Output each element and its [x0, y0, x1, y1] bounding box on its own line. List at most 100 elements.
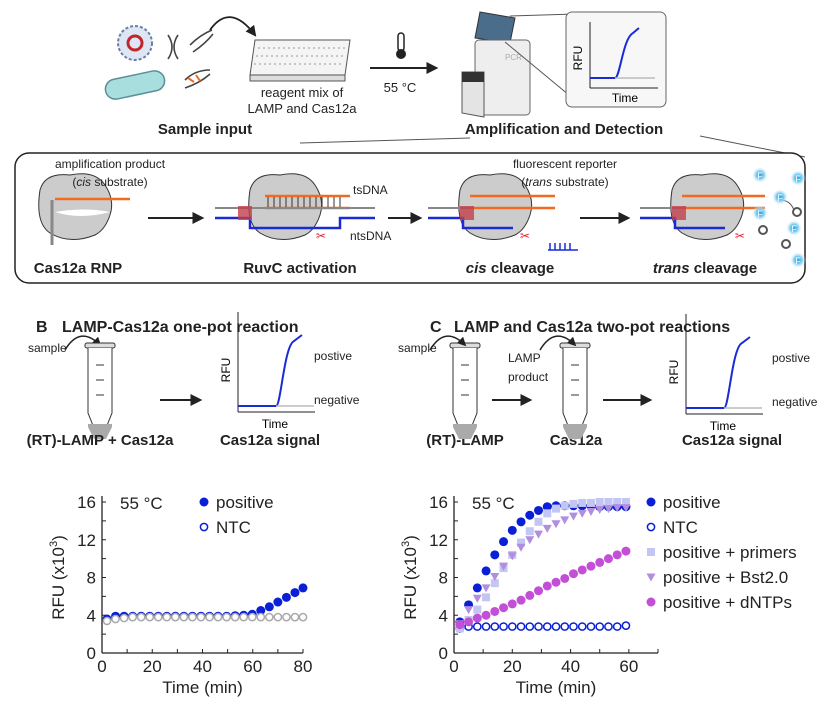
legend-label: positive + primers — [663, 543, 797, 562]
rfu-axis-label: RFU — [667, 360, 681, 385]
y-axis-label: RFU (x103) — [48, 535, 68, 620]
data-point — [595, 557, 605, 567]
data-point — [621, 621, 631, 630]
thermometer-icon — [396, 32, 406, 59]
data-point — [551, 622, 561, 631]
svg-text:Time: Time — [262, 417, 289, 431]
cis-substrate-text: (cis substrate) — [72, 175, 147, 189]
data-point — [542, 581, 552, 591]
data-point — [472, 594, 482, 603]
data-point — [256, 612, 266, 622]
x-tick-label: 0 — [97, 657, 106, 676]
tube-icon — [84, 342, 116, 439]
svg-text:F: F — [791, 224, 797, 234]
x-tick-label: 20 — [503, 657, 522, 676]
reagent-text-1: reagent mix of — [261, 85, 344, 100]
data-point — [507, 599, 517, 609]
data-point — [621, 498, 630, 506]
data-point — [586, 507, 596, 516]
panel-c-title: LAMP and Cas12a two-pot reactions — [454, 319, 730, 336]
data-point — [612, 550, 622, 560]
data-point — [560, 573, 570, 583]
svg-text:F: F — [757, 209, 763, 219]
series-positive-dntps — [455, 546, 631, 630]
x-tick-label: 60 — [243, 657, 262, 676]
chart-b: 0 20 40 60 80 0 4 8 12 16 Time (min) RFU (x103) 55 °… — [48, 493, 312, 697]
bacteria-icon — [104, 70, 166, 100]
data-point — [499, 537, 509, 547]
data-point — [473, 605, 482, 614]
data-point — [256, 606, 266, 616]
data-point — [586, 561, 596, 571]
data-point — [464, 606, 474, 615]
trans-substrate-text: (trans substrate) — [521, 175, 608, 189]
data-point — [525, 536, 535, 545]
data-point — [290, 612, 300, 622]
data-point — [273, 612, 283, 622]
data-point — [551, 577, 561, 587]
svg-text:F: F — [777, 193, 783, 203]
x-axis-label: Time (min) — [516, 678, 597, 697]
y-tick-label: 8 — [87, 569, 96, 588]
data-point — [516, 517, 526, 527]
data-point — [102, 616, 112, 626]
data-point — [119, 613, 129, 623]
well-plate-icon — [249, 39, 351, 82]
data-point — [516, 543, 526, 552]
cas12a-rnp — [38, 173, 130, 245]
data-point — [612, 504, 622, 513]
pcr-instrument-icon: PCR — [461, 11, 531, 118]
data-point — [481, 566, 491, 576]
data-point — [516, 595, 526, 605]
data-point — [490, 573, 500, 582]
data-point — [525, 622, 535, 631]
sample-label: sample — [398, 341, 437, 355]
svg-text:Time: Time — [612, 91, 639, 105]
fluorophore-icons: F F F F F F — [752, 167, 806, 268]
data-point — [481, 584, 491, 593]
y-tick-label: 4 — [87, 606, 96, 625]
data-point — [145, 612, 155, 622]
series-positive — [455, 501, 631, 627]
series-ntc — [102, 612, 308, 626]
data-point — [552, 504, 560, 513]
data-point — [222, 612, 231, 622]
data-point — [247, 612, 257, 622]
positive-curve-label: postive — [772, 351, 810, 365]
legend-marker — [199, 522, 209, 532]
positive-curve-label: postive — [314, 349, 352, 363]
x-tick-label: 20 — [143, 657, 162, 676]
data-point — [534, 517, 543, 526]
sample-arrow — [64, 335, 102, 351]
data-point — [517, 538, 526, 547]
data-point — [621, 546, 631, 556]
x-tick-label: 0 — [449, 657, 458, 676]
data-point — [298, 583, 308, 593]
series-positive-primers — [455, 498, 630, 633]
data-point — [171, 612, 180, 622]
y-tick-label: 12 — [77, 531, 96, 550]
data-point — [612, 622, 622, 631]
legend-marker — [646, 573, 656, 582]
data-point — [534, 530, 544, 539]
series-positive-bst2-0 — [455, 504, 631, 629]
data-point — [472, 613, 482, 623]
data-point — [603, 554, 613, 564]
data-point — [507, 622, 517, 631]
mini-signal-chart: RFU Time — [219, 312, 315, 431]
legend-label: positive — [663, 493, 721, 512]
data-point — [543, 509, 552, 518]
svg-text:F: F — [757, 171, 763, 181]
inset-plot: RFU Time — [565, 11, 667, 108]
legend-label: positive — [216, 493, 274, 512]
data-point — [560, 622, 570, 631]
data-point — [490, 622, 500, 631]
data-point — [162, 612, 172, 622]
lamp-product-label-1: LAMP — [508, 351, 541, 365]
data-point — [111, 614, 120, 624]
data-point — [153, 612, 163, 622]
data-point — [542, 524, 552, 533]
tube2-label: Cas12a — [550, 432, 603, 449]
y-tick-label: 0 — [439, 644, 448, 663]
